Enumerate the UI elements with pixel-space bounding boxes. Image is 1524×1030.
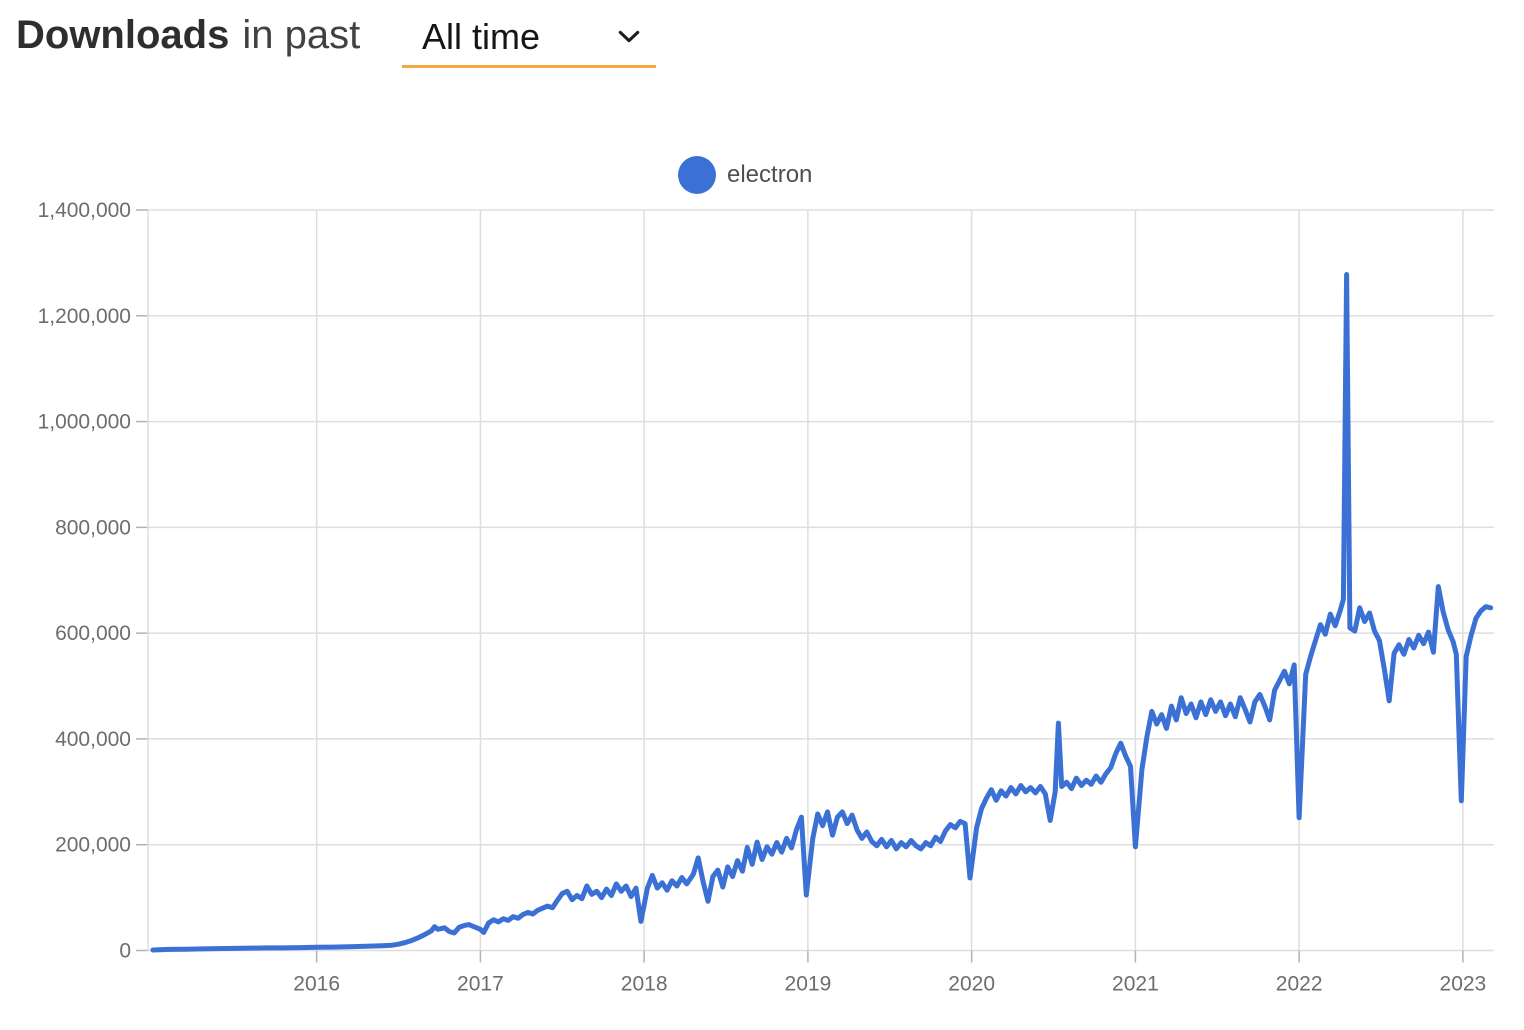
page-title: Downloads xyxy=(16,13,230,57)
chevron-down-icon xyxy=(618,30,640,42)
series-line-electron[interactable] xyxy=(150,272,1494,953)
legend-series-dot xyxy=(678,156,716,194)
x-axis-tick-label: 2022 xyxy=(1276,973,1323,996)
y-axis-tick-label: 1,200,000 xyxy=(38,305,131,328)
x-axis-tick-label: 2017 xyxy=(457,973,504,996)
x-axis-tick-label: 2021 xyxy=(1112,973,1159,996)
y-axis-tick-label: 1,000,000 xyxy=(38,411,131,434)
page-subtitle: in past xyxy=(242,13,361,57)
page-header: Downloads in past xyxy=(16,4,360,66)
y-axis-tick-label: 600,000 xyxy=(55,622,131,645)
x-axis-tick-label: 2018 xyxy=(621,973,668,996)
legend-series-label: electron xyxy=(727,161,813,188)
x-axis-tick-label: 2019 xyxy=(785,973,832,996)
time-range-dropdown[interactable]: All time xyxy=(402,8,656,68)
y-axis-tick-label: 200,000 xyxy=(55,834,131,857)
x-axis-tick-label: 2016 xyxy=(293,973,340,996)
x-axis-tick-label: 2020 xyxy=(948,973,995,996)
time-range-value: All time xyxy=(422,15,541,57)
x-axis-tick-label: 2023 xyxy=(1440,973,1487,996)
y-axis-tick-label: 400,000 xyxy=(55,728,131,751)
chart-legend: electron xyxy=(678,156,812,194)
y-axis-tick-label: 1,400,000 xyxy=(38,199,131,222)
y-axis-tick-label: 800,000 xyxy=(55,516,131,539)
y-axis-tick-label: 0 xyxy=(119,940,131,963)
